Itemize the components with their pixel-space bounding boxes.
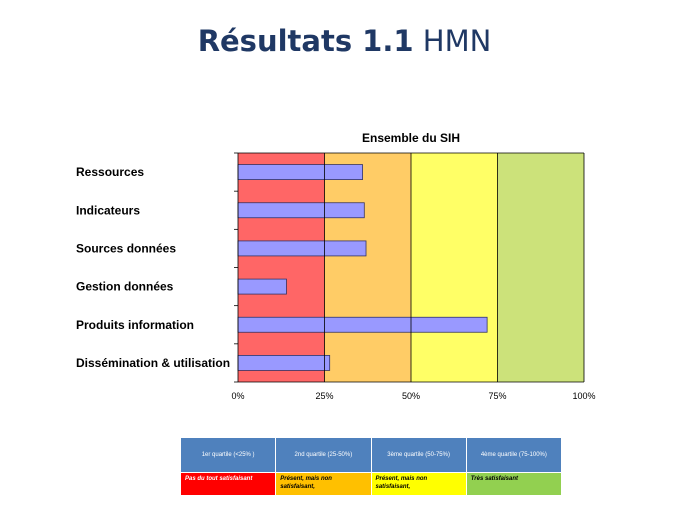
x-tick-label: 50% [402,391,420,401]
legend-header-q2: 2nd quartile (25-50%) [275,437,372,473]
chart-axes [234,152,585,383]
category-label: Dissémination & utilisation [76,356,230,370]
x-tick-label: 100% [572,391,595,401]
quartile-band-1 [238,153,325,382]
legend-description-row: Pas du tout satisfaisant Présent, mais n… [179,472,563,496]
category-label: Ressources [76,165,144,179]
category-label: Gestion données [76,280,174,294]
category-label: Indicateurs [76,203,140,217]
chart-title: Ensemble du SIH [362,131,460,145]
category-label: Produits information [76,318,194,332]
legend-desc-q4: Très satisfaisant [465,472,563,496]
slide-title: Résultats 1.1 HMN [0,24,689,58]
quartile-legend: 1er quartile (<25% ) 2nd quartile (25-50… [179,437,563,496]
bar [237,316,488,333]
quartile-band-4 [497,153,584,382]
x-tick-label: 0% [231,391,244,401]
legend-header-row: 1er quartile (<25% ) 2nd quartile (25-50… [179,437,563,473]
legend-header-q3: 3ème quartile (50-75%) [370,437,467,473]
bar [237,164,363,180]
bar [237,202,365,219]
slide-title-rest: HMN [413,24,492,58]
x-tick-label: 75% [488,391,506,401]
legend-header-q1: 1er quartile (<25% ) [179,437,277,473]
legend-header-q4: 4ème quartile (75-100%) [465,437,563,473]
quartile-band-3 [411,153,498,382]
quartile-band-2 [324,153,411,382]
quartile-bands [238,153,584,382]
chart-labels: Ressources Indicateurs Sources données Gest… [76,165,596,401]
slide-title-bold: Résultats 1.1 [197,24,414,58]
bar [237,240,367,257]
legend-desc-q3: Présent, mais non satisfaisant, [370,472,467,496]
x-tick-label: 25% [315,391,333,401]
bar [237,278,287,295]
category-label: Sources données [76,241,176,255]
legend-desc-q2: Présent, mais non satisfaisant, [275,472,372,496]
legend-desc-q1: Pas du tout satisfaisant [179,472,277,496]
bar [237,355,331,371]
